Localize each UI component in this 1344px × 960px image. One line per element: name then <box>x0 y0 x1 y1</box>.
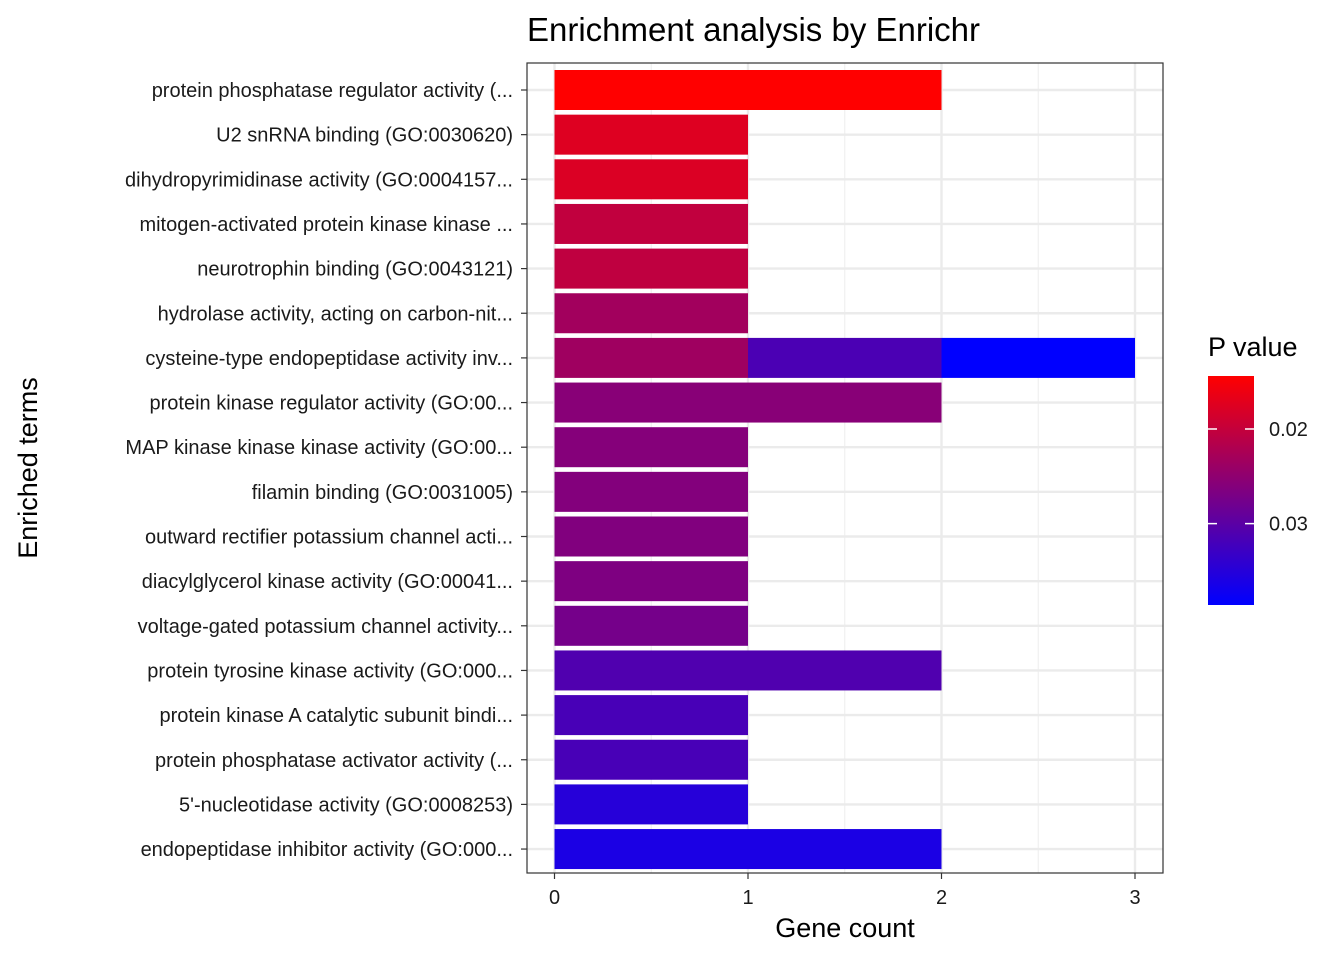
bar-segment <box>554 516 748 557</box>
bar-segment <box>554 784 748 825</box>
term-label: diacylglycerol kinase activity (GO:00041… <box>142 571 513 593</box>
x-tick-label: 0 <box>549 887 560 909</box>
term-label: protein kinase A catalytic subunit bindi… <box>159 705 513 727</box>
bar-segment <box>554 382 942 423</box>
term-label: dihydropyrimidinase activity (GO:0004157… <box>125 169 513 191</box>
term-label: hydrolase activity, acting on carbon-nit… <box>158 303 513 325</box>
y-axis: protein phosphatase regulator activity (… <box>125 80 527 861</box>
bar-segment <box>554 605 748 646</box>
term-label: outward rectifier potassium channel acti… <box>145 527 513 549</box>
bar-segment <box>554 114 748 155</box>
term-label: neurotrophin binding (GO:0043121) <box>197 259 513 281</box>
legend-ticks: 0.02 0.03 <box>1208 419 1308 536</box>
y-axis-title: Enriched terms <box>13 377 43 559</box>
x-tick-label: 2 <box>936 887 947 909</box>
term-label: cysteine-type endopeptidase activity inv… <box>145 348 513 370</box>
bar-segment <box>554 739 748 780</box>
term-label: endopeptidase inhibitor activity (GO:000… <box>141 839 513 861</box>
bar-segment <box>554 695 748 736</box>
bar-segment <box>554 650 942 691</box>
bars-layer <box>554 70 1135 870</box>
bar-segment <box>554 337 748 378</box>
x-axis: 0 1 2 3 <box>549 873 1141 909</box>
chart-title: Enrichment analysis by Enrichr <box>527 11 980 48</box>
term-label: U2 snRNA binding (GO:0030620) <box>216 125 513 147</box>
term-label: protein tyrosine kinase activity (GO:000… <box>147 660 513 682</box>
term-label: protein phosphatase activator activity (… <box>155 750 513 772</box>
term-label: mitogen-activated protein kinase kinase … <box>139 214 513 236</box>
x-tick-label: 3 <box>1129 887 1140 909</box>
bar-segment <box>554 248 748 289</box>
bar-segment <box>748 337 942 378</box>
bar-segment <box>554 159 748 200</box>
bar-segment <box>554 829 942 870</box>
legend-tick-label: 0.02 <box>1269 419 1308 441</box>
x-tick-label: 1 <box>742 887 753 909</box>
legend-tick-label: 0.03 <box>1269 514 1308 536</box>
term-label: protein kinase regulator activity (GO:00… <box>150 393 514 415</box>
bar-segment <box>554 471 748 512</box>
term-label: voltage-gated potassium channel activity… <box>138 616 513 638</box>
bar-segment <box>554 293 748 334</box>
bar-segment <box>554 203 748 244</box>
term-label: 5'-nucleotidase activity (GO:0008253) <box>179 794 513 816</box>
legend-colorbar <box>1208 376 1254 605</box>
bar-segment <box>941 337 1135 378</box>
x-axis-title: Gene count <box>775 913 915 943</box>
term-label: filamin binding (GO:0031005) <box>252 482 513 504</box>
bar-segment <box>554 427 748 468</box>
bar-segment <box>554 561 748 602</box>
term-label: protein phosphatase regulator activity (… <box>152 80 513 102</box>
bar-segment <box>554 70 942 110</box>
color-legend: P value 0.02 0.03 <box>1208 332 1308 605</box>
term-label: MAP kinase kinase kinase activity (GO:00… <box>125 437 513 459</box>
legend-title: P value <box>1208 332 1298 362</box>
plot-panel-border <box>526 62 1164 874</box>
